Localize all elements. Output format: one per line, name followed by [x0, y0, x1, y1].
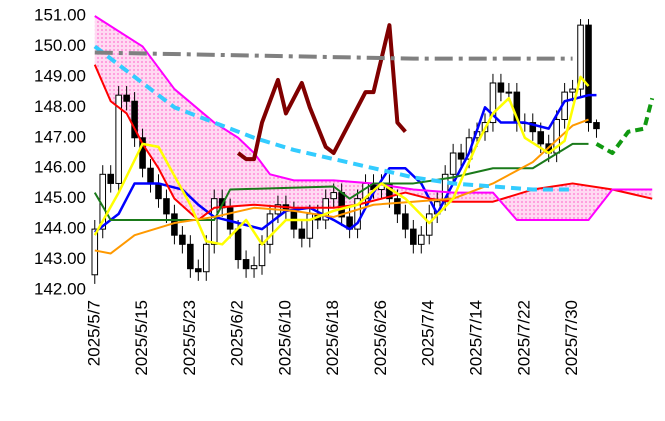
y-tick-label: 147.00: [34, 127, 86, 146]
candle-body: [107, 173, 114, 184]
candle-body: [195, 268, 202, 273]
candle-body: [250, 265, 258, 270]
y-tick-label: 142.00: [34, 279, 86, 298]
line-series: [94, 50, 573, 61]
x-tick-label: 2025/7/14: [467, 300, 486, 376]
line-series: [93, 64, 653, 221]
y-tick-label: 144.00: [34, 219, 86, 238]
candle-body: [115, 94, 122, 184]
line-series: [93, 44, 573, 192]
candle-body: [529, 122, 537, 133]
candle-body: [234, 228, 242, 261]
candle-body: [139, 137, 146, 169]
x-tick-label: 2025/7/30: [562, 300, 581, 376]
x-tick-label: 2025/5/23: [180, 300, 199, 376]
candle-body: [330, 192, 337, 200]
candle-body: [202, 243, 210, 273]
candle-body: [425, 213, 433, 236]
candle-body: [210, 198, 218, 245]
x-tick-label: 2025/6/26: [371, 300, 390, 376]
candle-body: [537, 131, 545, 145]
candle-body: [449, 152, 457, 175]
y-tick-label: 151.00: [34, 5, 86, 24]
candle-body: [505, 91, 513, 94]
candle-body: [394, 198, 401, 215]
x-tick-label: 2025/7/4: [419, 300, 438, 366]
candle-body: [147, 167, 154, 184]
x-tick-label: 2025/7/22: [514, 300, 533, 376]
candle-body: [569, 88, 576, 93]
candle-body: [155, 182, 162, 200]
candle-body: [489, 82, 497, 124]
x-tick-label: 2025/6/2: [228, 300, 247, 366]
candle-body: [457, 152, 465, 160]
y-tick-label: 149.00: [34, 66, 86, 85]
candle-body: [123, 94, 130, 102]
y-tick-label: 143.00: [34, 249, 86, 268]
y-tick-label: 150.00: [34, 36, 86, 55]
candle-body: [163, 198, 170, 215]
candle-body: [306, 213, 314, 239]
line-series: [94, 118, 589, 255]
candle-body: [577, 24, 584, 90]
candle-body: [354, 198, 361, 230]
candle-body: [417, 234, 425, 245]
candle-body: [131, 100, 138, 139]
candle-body: [258, 243, 266, 267]
candle-body: [497, 82, 505, 93]
x-tick-label: 2025/6/18: [323, 300, 342, 376]
candle-body: [593, 122, 600, 130]
line-series: [93, 142, 589, 221]
candle-body: [298, 228, 306, 239]
line-series: [94, 15, 653, 221]
candle-body: [585, 24, 592, 124]
candle-body: [91, 228, 99, 276]
candle-body: [242, 259, 250, 270]
line-series: [93, 75, 590, 246]
candle-body: [226, 207, 234, 230]
candle-body: [402, 213, 409, 230]
candle-body: [179, 234, 186, 245]
candle-body: [187, 243, 194, 270]
candle-body: [266, 213, 274, 245]
x-tick-label: 2025/5/15: [132, 300, 151, 376]
candle-body: [441, 173, 449, 203]
x-tick-label: 2025/6/10: [275, 300, 294, 376]
y-tick-label: 146.00: [34, 158, 86, 177]
y-tick-label: 145.00: [34, 188, 86, 207]
candle-body: [410, 228, 417, 245]
line-series: [595, 97, 655, 155]
cloud-fill: [94, 16, 653, 220]
x-tick-label: 2025/5/7: [84, 300, 103, 366]
y-tick-label: 148.00: [34, 97, 86, 116]
candle-body: [322, 198, 330, 221]
